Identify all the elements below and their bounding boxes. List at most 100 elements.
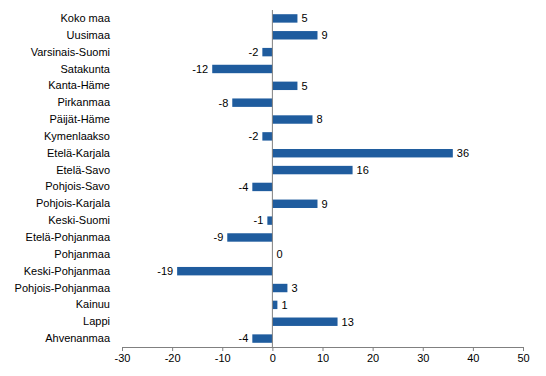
bar: [227, 233, 272, 241]
tick: 10: [317, 347, 329, 364]
bar: [272, 14, 297, 22]
tick: Etelä-Savo: [56, 164, 110, 176]
data-label: 13: [342, 316, 354, 328]
tick: Pohjois-Savo: [45, 180, 110, 192]
tick-mark: [373, 347, 374, 351]
tick: 0: [270, 347, 276, 364]
tick-label: 50: [517, 352, 529, 364]
tick-mark: [323, 347, 324, 351]
tick-mark: [122, 347, 123, 351]
tick: Ahvenanmaa: [45, 332, 111, 344]
bar: [252, 183, 272, 191]
category-label: Keski-Suomi: [48, 214, 110, 226]
tick-label: -20: [165, 352, 181, 364]
zero-line: [272, 10, 273, 347]
tick-label: 20: [367, 352, 379, 364]
data-label: -4: [239, 332, 249, 344]
data-label: -8: [218, 97, 228, 109]
bar: [272, 301, 277, 309]
tick: Päijät-Häme: [49, 113, 110, 125]
tick-mark: [523, 347, 524, 351]
data-label: 1: [281, 299, 287, 311]
bar: [212, 65, 272, 73]
category-label: Keski-Pohjanmaa: [24, 265, 111, 277]
bar: [177, 267, 272, 275]
category-label: Koko maa: [60, 12, 110, 24]
bar: [267, 216, 272, 224]
data-label: 5: [301, 80, 307, 92]
data-label: -2: [249, 130, 259, 142]
tick: Satakunta: [60, 62, 110, 74]
bar: [272, 82, 297, 90]
bar: [272, 115, 312, 123]
tick: Uusimaa: [67, 29, 111, 41]
tick: Etelä-Pohjanmaa: [26, 231, 111, 243]
tick: Pohjanmaa: [54, 248, 111, 260]
tick: Kanta-Häme: [48, 79, 110, 91]
category-label: Kainuu: [76, 298, 110, 310]
category-label: Pirkanmaa: [57, 96, 110, 108]
data-label: 9: [321, 29, 327, 41]
data-label: -1: [254, 214, 264, 226]
tick: Pirkanmaa: [57, 96, 110, 108]
category-label: Kymenlaakso: [44, 130, 110, 142]
chart: -30 -20 -10 0 10 20 30 40 50 Koko maa Uusimaa Varsi…: [0, 0, 546, 376]
data-label: -2: [249, 46, 259, 58]
tick: 30: [417, 347, 429, 364]
data-labels: 59-2-125-88-23616-49-1-90-193113-4: [157, 12, 469, 344]
tick: -20: [165, 347, 181, 364]
tick: Varsinais-Suomi: [31, 46, 110, 58]
tick-label: 40: [467, 352, 479, 364]
bar: [232, 98, 272, 106]
tick: -10: [215, 347, 231, 364]
tick: 40: [467, 347, 479, 364]
bar: [262, 48, 272, 56]
category-label: Päijät-Häme: [49, 113, 110, 125]
category-label: Satakunta: [60, 62, 110, 74]
tick-mark: [222, 347, 223, 351]
tick: -30: [115, 347, 131, 364]
data-label: -9: [213, 231, 223, 243]
category-label: Kanta-Häme: [48, 79, 110, 91]
bar: [252, 334, 272, 342]
data-label: 5: [301, 12, 307, 24]
data-label: 9: [321, 198, 327, 210]
bars: [177, 14, 453, 343]
bar: [272, 166, 352, 174]
tick: Pohjois-Pohjanmaa: [15, 282, 111, 294]
tick: Lappi: [83, 315, 110, 327]
bar: [272, 149, 452, 157]
tick: Koko maa: [60, 12, 110, 24]
bar: [272, 31, 317, 39]
category-label: Uusimaa: [67, 29, 111, 41]
tick-label: -30: [115, 352, 131, 364]
category-label: Lappi: [83, 315, 110, 327]
category-label: Etelä-Pohjanmaa: [26, 231, 111, 243]
tick-label: -10: [215, 352, 231, 364]
category-label: Ahvenanmaa: [45, 332, 111, 344]
category-label: Etelä-Savo: [56, 164, 110, 176]
category-label: Pohjois-Savo: [45, 180, 110, 192]
tick: Pohjois-Karjala: [36, 197, 111, 209]
tick: 20: [367, 347, 379, 364]
tick-label: 30: [417, 352, 429, 364]
data-label: -12: [192, 63, 208, 75]
tick-mark: [473, 347, 474, 351]
tick: Keski-Pohjanmaa: [24, 265, 111, 277]
tick-label: 10: [317, 352, 329, 364]
tick: Keski-Suomi: [48, 214, 110, 226]
tick: Kymenlaakso: [44, 130, 110, 142]
bar: [272, 318, 337, 326]
tick-mark: [172, 347, 173, 351]
bar: [272, 284, 287, 292]
tick-label: 0: [270, 352, 276, 364]
category-label: Etelä-Karjala: [47, 147, 111, 159]
category-label: Pohjois-Karjala: [36, 197, 111, 209]
data-label: 8: [316, 113, 322, 125]
bar: [272, 200, 317, 208]
category-label: Varsinais-Suomi: [31, 46, 110, 58]
tick: Kainuu: [76, 298, 110, 310]
data-label: -19: [157, 265, 173, 277]
tick: 50: [517, 347, 529, 364]
data-label: 3: [291, 282, 297, 294]
